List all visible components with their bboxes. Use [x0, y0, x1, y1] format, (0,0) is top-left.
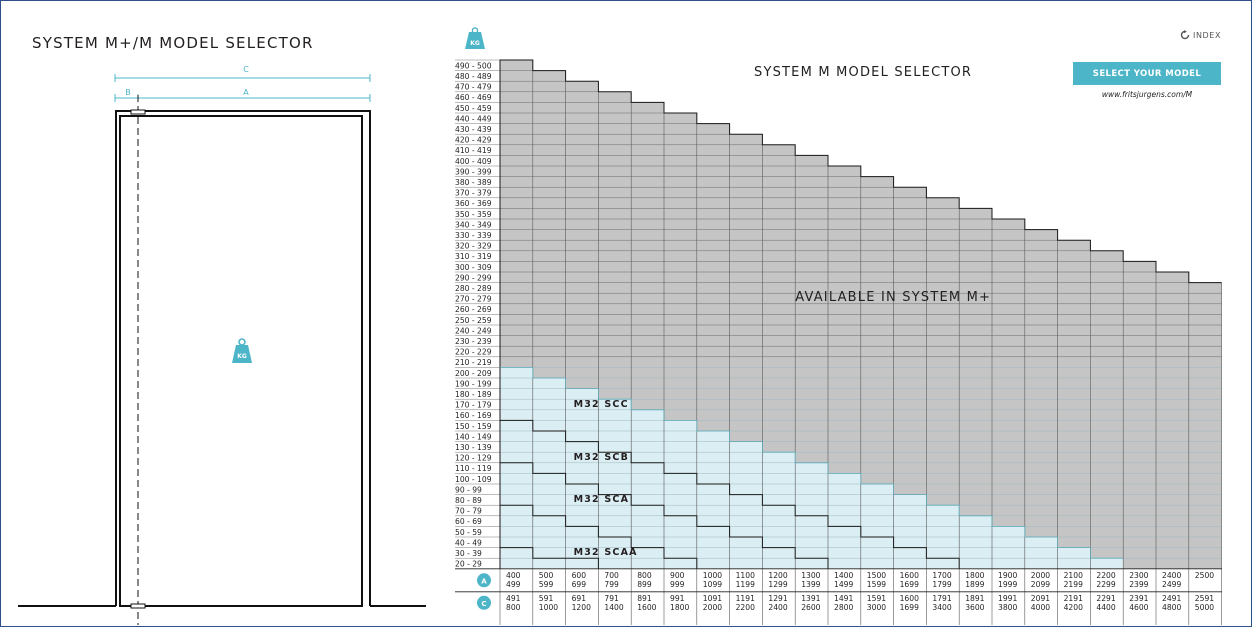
header-kg-text: KG — [470, 40, 480, 47]
left-page-title: SYSTEM M+/M MODEL SELECTOR — [32, 34, 314, 52]
index-label: INDEX — [1193, 30, 1222, 40]
kg-icon-text: KG — [237, 353, 247, 360]
dim-c-label: C — [243, 65, 249, 74]
header-kg-icon: KG — [465, 27, 485, 49]
weight-kg-icon: KG — [232, 338, 252, 363]
dim-a-label: A — [243, 88, 249, 97]
index-link[interactable]: INDEX — [1180, 30, 1221, 40]
website-url[interactable]: www.fritsjurgens.com/M — [1101, 90, 1193, 99]
select-your-model-button[interactable]: SELECT YOUR MODEL — [1073, 62, 1221, 85]
chart-title: SYSTEM M MODEL SELECTOR — [754, 65, 973, 80]
refresh-icon — [1180, 30, 1190, 40]
door-diagram: C B A KG — [18, 65, 426, 625]
dim-b-label: B — [125, 88, 131, 97]
